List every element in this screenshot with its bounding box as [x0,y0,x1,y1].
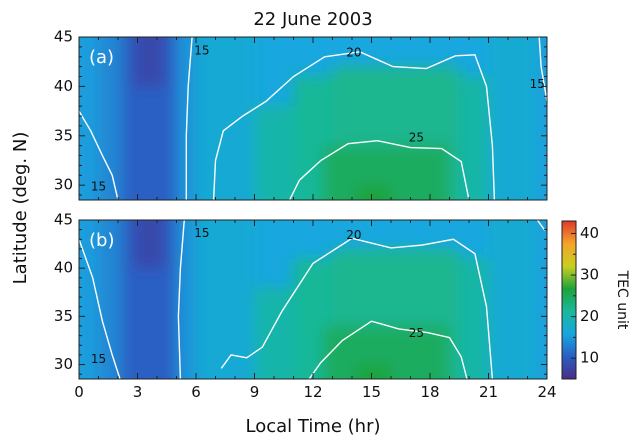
contour-label: 15 [530,77,545,91]
x-tick-label: 6 [191,383,201,401]
y-tick-label: 40 [54,259,73,277]
contour-label: 15 [91,352,106,366]
contour-20-line [212,51,496,200]
x-tick-label: 0 [74,383,84,401]
x-tick-label: 15 [362,383,381,401]
contour-label: 25 [409,130,424,144]
x-tick-label: 9 [250,383,260,401]
contour-15-line [79,110,119,200]
contour-15-line [79,239,121,379]
colorbar-tick-label: 40 [580,224,599,242]
colorbar-label: TEC unit [614,270,630,330]
colorbar-tick-label: 30 [580,266,599,284]
x-tick-label: 24 [537,383,556,401]
contour-label: 20 [346,228,361,242]
y-tick-label: 45 [54,211,73,229]
x-tick-label: 18 [420,383,439,401]
chart-title: 22 June 2003 [253,9,372,30]
panel-a-field [79,37,547,200]
colorbar-scale [561,220,577,380]
contour-15-line [536,220,546,232]
contour-15-line [185,37,193,200]
contour-20-line [220,237,494,379]
panel-b: 15 15 20 25 (b) 30 35 40 45 0 3 6 9 12 15 18 21 24 [54,211,557,402]
panel-label: (a) [89,47,114,68]
x-tick-label: 21 [479,383,498,401]
contour-25-line [288,139,470,200]
y-axis-label: Latitude (deg. N) [10,132,31,285]
panel-a: 15 15 20 25 15 (a) 30 35 40 45 [54,28,548,201]
colorbar: 10 20 30 40 TEC unit [561,220,630,380]
contour-label: 20 [346,45,361,59]
y-tick-label: 45 [54,28,73,46]
y-tick-label: 35 [54,307,73,325]
contour-15-line [538,37,547,102]
colorbar-tick-label: 20 [580,307,599,325]
contour-label: 15 [91,180,106,194]
x-tick-label: 12 [303,383,322,401]
y-tick-label: 40 [54,77,73,95]
colorbar-tick-label: 10 [580,349,599,367]
x-tick-label: 3 [133,383,143,401]
contour-15-line [177,220,185,379]
contour-label: 15 [194,43,209,57]
contour-label: 15 [194,226,209,240]
panel-label: (b) [89,230,114,251]
y-tick-label: 30 [54,355,73,373]
panel-b-field [79,220,547,379]
contour-25-line [308,320,468,379]
y-tick-label: 35 [54,126,73,144]
y-tick-label: 30 [54,176,73,194]
x-axis-label: Local Time (hr) [246,416,381,437]
contour-label: 25 [409,326,424,340]
